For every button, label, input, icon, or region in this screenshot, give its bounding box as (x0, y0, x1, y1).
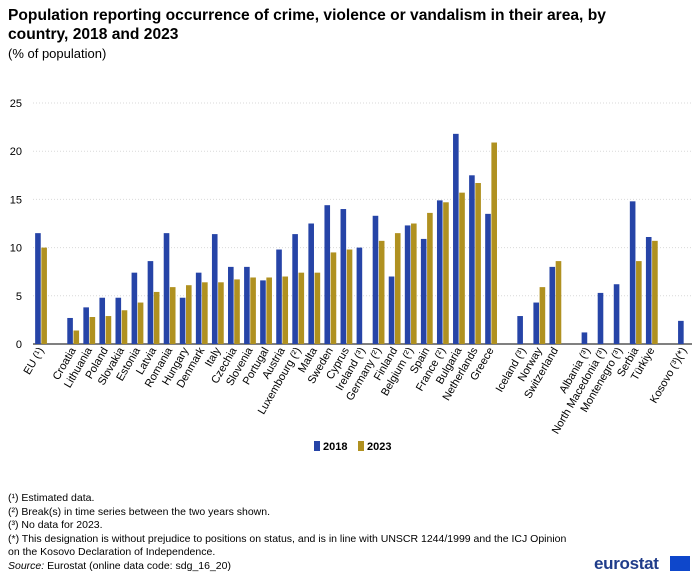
bar-2023 (105, 316, 112, 344)
bar-2018 (453, 133, 459, 344)
source-line: Source: Eurostat (online data code: sdg_… (8, 560, 568, 574)
footnotes: (¹) Estimated data. (²) Break(s) in time… (8, 492, 568, 573)
bar-2018 (260, 280, 266, 344)
bar-2018 (67, 317, 73, 344)
bar-2023 (41, 247, 47, 344)
bar-2023 (459, 192, 465, 344)
logo-text: eurostat (594, 554, 659, 573)
bar-2018 (404, 225, 411, 344)
y-tick-label: 25 (10, 98, 22, 110)
bar-2023 (282, 276, 289, 344)
eu-flag-icon (670, 556, 690, 571)
bar-2023 (636, 261, 642, 344)
bar-2023 (266, 277, 272, 344)
footnote-estimated: (¹) Estimated data. (8, 492, 95, 504)
footnote-break: (²) Break(s) in time series between the … (8, 505, 271, 518)
legend-swatch-2018 (314, 441, 320, 451)
bar-2018 (597, 292, 604, 344)
bar-2018 (645, 236, 652, 344)
y-tick-label: 0 (16, 339, 22, 351)
source-label: Source: (8, 559, 45, 572)
bar-2023 (202, 282, 208, 344)
bar-2023 (234, 279, 240, 344)
bar-2023 (153, 291, 160, 344)
bar-2023 (121, 310, 128, 344)
bar-2023 (250, 277, 256, 344)
bar-2023 (555, 261, 562, 344)
bar-2023 (218, 282, 224, 344)
y-tick-label: 15 (10, 194, 22, 206)
bar-2018 (517, 316, 523, 344)
bar-2023 (330, 252, 337, 344)
legend-label-2018: 2018 (323, 441, 347, 453)
bar-2018 (549, 266, 556, 344)
chart-subtitle: (% of population) (8, 46, 107, 61)
bar-2018 (436, 200, 443, 344)
bar-2023 (169, 287, 176, 344)
bar-2018 (211, 234, 218, 344)
bar-2018 (179, 297, 186, 344)
bar-2018 (228, 266, 234, 344)
bar-2023 (427, 212, 433, 344)
bar-2018 (292, 234, 298, 344)
bar-2018 (372, 215, 379, 344)
bar-2018 (35, 233, 41, 344)
bar-2018 (163, 233, 170, 344)
y-tick-label: 5 (16, 291, 22, 303)
y-tick-label: 10 (10, 243, 22, 255)
bar-2023 (443, 202, 449, 344)
bar-2023 (73, 330, 80, 344)
bar-2018 (131, 272, 138, 344)
bar-2018 (388, 276, 395, 344)
bar-2018 (308, 223, 314, 344)
bar-2018 (276, 249, 282, 344)
eurostat-logo: eurostat (594, 554, 696, 574)
bar-2018 (99, 297, 106, 344)
chart-title: Population reporting occurrence of crime… (8, 7, 606, 43)
source-text: Eurostat (online data code: sdg_16_20) (44, 559, 231, 572)
bar-2023 (411, 223, 417, 344)
legend-label-2023: 2023 (367, 441, 391, 453)
bar-2018 (485, 213, 491, 344)
bar-2018 (581, 332, 588, 344)
x-tick-label: EU (¹) (22, 346, 47, 377)
bar-2018 (244, 266, 250, 344)
bar-2018 (469, 175, 475, 344)
bar-2018 (420, 238, 427, 344)
bar-2023 (89, 317, 96, 344)
bar-2018 (629, 201, 636, 344)
bar-2018 (115, 297, 122, 344)
bar-2018 (533, 302, 540, 344)
bar-2018 (356, 247, 363, 344)
bar-2023 (652, 240, 658, 344)
y-tick-label: 20 (10, 146, 22, 158)
bar-2023 (491, 142, 497, 344)
bar-2023 (475, 183, 481, 344)
bar-2023 (137, 302, 144, 344)
legend-swatch-2023 (358, 441, 364, 451)
footnote-no-data: (³) No data for 2023. (8, 519, 103, 531)
bar-2018 (340, 209, 347, 344)
bar-2023 (346, 249, 353, 344)
bar-2018 (195, 272, 202, 344)
bar-2018 (613, 284, 620, 344)
footnote-kosovo: (*) This designation is without prejudic… (8, 532, 567, 559)
bar-2018 (147, 261, 154, 344)
bar-2023 (539, 287, 546, 344)
bar-2023 (298, 272, 305, 344)
bar-2023 (394, 233, 401, 344)
bar-2018 (678, 320, 684, 344)
bar-2018 (83, 307, 89, 344)
bar-2023 (314, 272, 321, 344)
bar-2023 (378, 240, 385, 344)
bar-2018 (324, 205, 331, 344)
bar-2023 (185, 285, 192, 344)
